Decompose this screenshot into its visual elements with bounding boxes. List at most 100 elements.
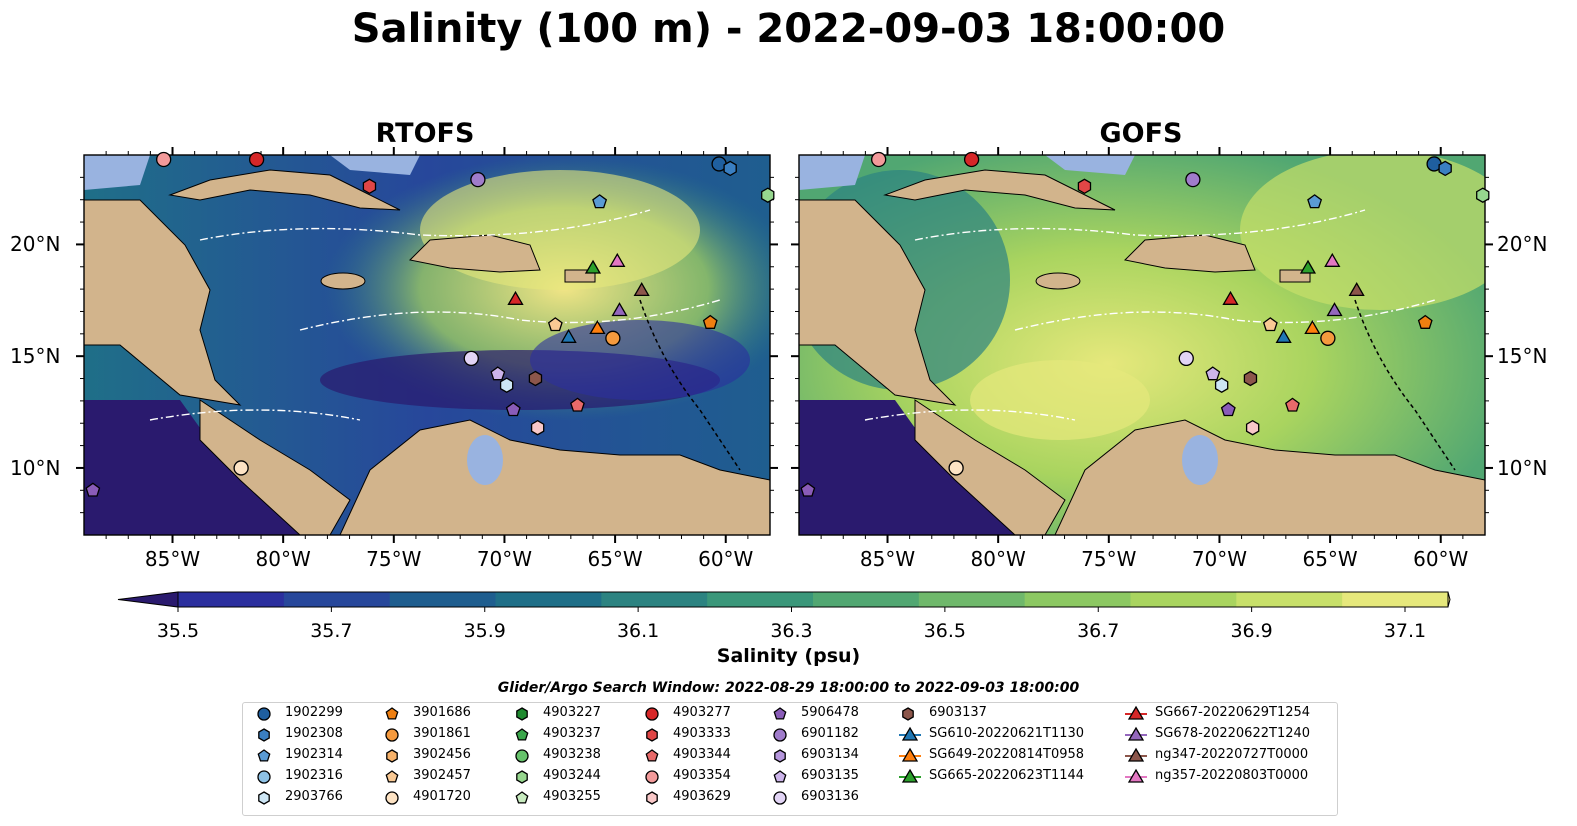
- station-marker: [592, 194, 608, 209]
- station-marker: [1417, 314, 1433, 329]
- legend-label: 6903135: [801, 768, 859, 783]
- station-marker: [589, 320, 606, 335]
- legend-marker: [515, 728, 529, 741]
- legend-marker: [902, 707, 914, 721]
- station-marker: [1438, 160, 1452, 177]
- station-marker: [507, 290, 524, 305]
- colorbar-segment: [918, 592, 1026, 607]
- lat-tick-label: 10°N: [1497, 455, 1548, 480]
- station-marker: [362, 178, 377, 195]
- gofs-map: [799, 155, 1485, 535]
- colorbar-tick-label: 36.5: [923, 620, 967, 642]
- legend-marker: [516, 770, 528, 784]
- station-marker: [611, 302, 628, 317]
- legend-label: 3901861: [413, 726, 471, 741]
- legend-marker: [773, 770, 787, 783]
- legend-marker: [257, 749, 271, 762]
- legend-marker: [515, 749, 529, 763]
- legend-label: 3902457: [413, 768, 471, 783]
- station-marker: [1299, 259, 1317, 274]
- legend-marker: [1127, 768, 1145, 783]
- panel-title-rtofs: RTOFS: [375, 118, 475, 149]
- legend-label: SG665-20220623T1144: [929, 768, 1085, 783]
- legend-label: ng347-20220727T0000: [1155, 747, 1309, 762]
- colorbar-tick-label: 35.5: [156, 620, 200, 642]
- lon-tick-label: 65°W: [587, 547, 643, 571]
- legend-label: 3902456: [413, 747, 471, 762]
- station-marker: [85, 482, 101, 497]
- lon-tick-label: 60°W: [698, 547, 754, 571]
- legend-marker: [773, 791, 787, 805]
- lat-tick-label: 15°N: [10, 344, 61, 369]
- colorbar-segment: [813, 592, 920, 607]
- legend-marker: [646, 728, 658, 742]
- station-marker: [1178, 350, 1194, 367]
- legend-label: 6903134: [801, 747, 859, 762]
- legend-marker: [645, 707, 659, 721]
- lon-tick-label: 85°W: [859, 547, 916, 571]
- station-marker: [1262, 317, 1278, 332]
- legend-marker: [774, 749, 786, 763]
- colorbar-label: Salinity (psu): [716, 645, 861, 667]
- legend-marker: [1127, 726, 1145, 741]
- legend-label: 4903333: [673, 726, 731, 741]
- legend-marker: [516, 707, 528, 721]
- legend-label: 1902299: [285, 705, 343, 720]
- lat-tick-label: 20°N: [10, 232, 61, 257]
- colorbar: [117, 591, 1451, 612]
- lon-tick-label: 85°W: [144, 547, 201, 571]
- legend-label: 1902316: [285, 768, 343, 783]
- lon-tick-label: 65°W: [1302, 547, 1358, 571]
- legend-markers: [257, 705, 1147, 805]
- legend-marker: [645, 770, 659, 784]
- lon-tick-label: 70°W: [1191, 547, 1248, 571]
- legend-marker: [646, 791, 658, 805]
- legend-marker: [385, 791, 399, 805]
- legend-label: 6903137: [929, 705, 987, 720]
- legend-label: 3901686: [413, 705, 471, 720]
- lon-tick-label: 70°W: [476, 547, 533, 571]
- station-marker: [499, 377, 514, 393]
- station-marker: [723, 160, 737, 177]
- station-marker: [570, 397, 585, 412]
- legend-label: 1902314: [285, 747, 343, 762]
- legend-marker: [901, 726, 919, 741]
- legend-label: 4903344: [673, 747, 731, 762]
- colorbar-segment: [389, 592, 496, 607]
- station-marker: [1220, 401, 1236, 417]
- legend-marker: [386, 749, 398, 763]
- lon-tick-label: 80°W: [970, 547, 1026, 571]
- rtofs-map: [84, 155, 770, 535]
- station-marker: [1245, 419, 1260, 436]
- legend-label: 4903277: [673, 705, 731, 720]
- legend-label: 4903227: [543, 705, 601, 720]
- colorbar-segment: [601, 592, 708, 607]
- lat-tick-label: 10°N: [10, 455, 61, 480]
- legend-label: 4901720: [413, 789, 471, 804]
- station-marker: [702, 314, 718, 329]
- station-marker: [470, 171, 486, 188]
- legend-label: 6901182: [801, 726, 859, 741]
- station-marker: [490, 366, 506, 381]
- colorbar-segment: [283, 592, 391, 607]
- station-marker: [1243, 370, 1258, 387]
- station-marker: [1185, 171, 1201, 188]
- lon-tick-label: 75°W: [366, 547, 422, 571]
- colorbar-segment: [1130, 592, 1237, 607]
- colorbar-extend-low: [117, 591, 179, 608]
- station-marker: [530, 419, 545, 436]
- station-marker: [248, 151, 265, 168]
- legend-marker: [257, 770, 271, 784]
- colorbar-segment: [495, 592, 602, 607]
- legend-marker: [385, 770, 399, 783]
- legend-label: 2903766: [285, 789, 343, 804]
- colorbar-tick-label: 35.7: [310, 620, 353, 642]
- legend-marker: [1127, 747, 1145, 762]
- legend-marker: [773, 707, 787, 720]
- station-marker: [528, 370, 543, 387]
- legend-label: 1902308: [285, 726, 343, 741]
- legend-marker: [901, 747, 919, 762]
- station-marker: [1222, 290, 1239, 305]
- station-marker: [584, 259, 602, 274]
